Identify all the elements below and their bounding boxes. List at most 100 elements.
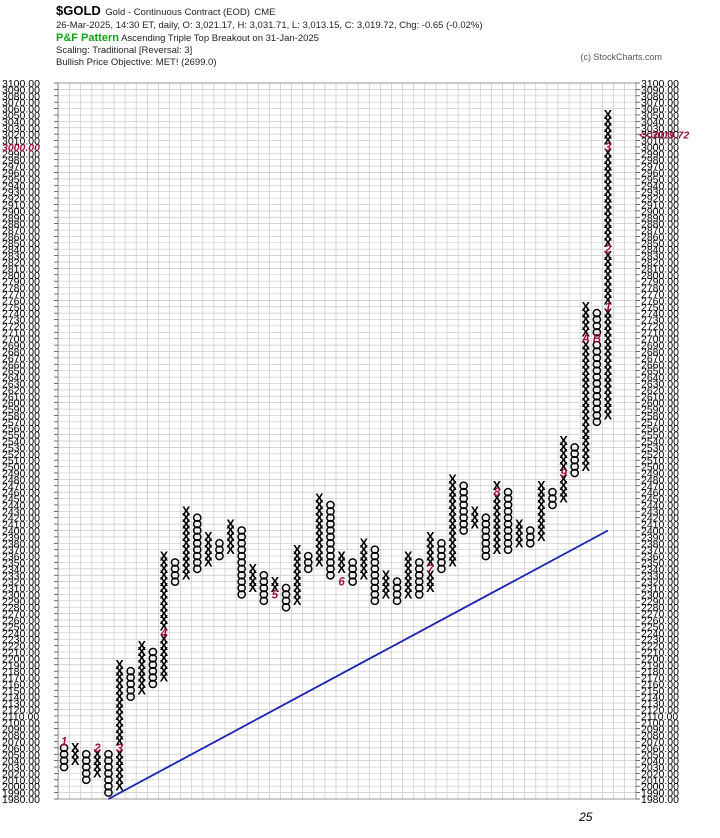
pnf-o-box — [148, 654, 158, 663]
y-tick-label-right: 2910.00 — [641, 199, 679, 211]
pnf-o-box — [459, 526, 468, 535]
pnf-o-box — [481, 551, 491, 561]
y-tick-label-left: 2950.00 — [2, 174, 40, 186]
pnf-x-box: X — [604, 294, 613, 308]
y-tick-label-right: 2340.00 — [641, 564, 679, 576]
pnf-x-box: X — [315, 517, 324, 531]
y-tick-label-left: 2530.00 — [2, 442, 40, 454]
y-tick-label-right: 2140.00 — [641, 692, 679, 704]
pnf-x-box: X — [315, 505, 324, 519]
pnf-x-box: X — [293, 549, 302, 563]
pattern-text: Ascending Triple Top Breakout on 31-Jan-… — [121, 33, 319, 44]
pnf-x-box: X — [582, 402, 591, 416]
pnf-x-box: X — [604, 153, 613, 167]
pnf-o-box — [348, 570, 357, 580]
y-tick-label-right: 2940.00 — [641, 180, 679, 192]
pnf-x-box: X — [604, 319, 613, 333]
pnf-o-box — [192, 558, 202, 567]
pnf-o-box — [459, 513, 468, 523]
y-tick-label-left: 2520.00 — [2, 449, 40, 461]
pnf-x-box: X — [160, 588, 169, 602]
y-tick-label-left: 2280.00 — [2, 602, 40, 614]
y-tick-label-left: 2070.00 — [2, 736, 40, 748]
pnf-x-box: X — [360, 549, 369, 563]
pnf-x-box: X — [582, 370, 591, 384]
y-tick-label-left: 2510.00 — [2, 455, 40, 467]
y-tick-label-right: 2320.00 — [641, 577, 679, 589]
y-tick-label-left: 2370.00 — [2, 545, 40, 557]
pnf-x-box: X — [115, 696, 124, 710]
pnf-x-box: X — [493, 505, 502, 519]
y-tick-label-left: 2710.00 — [2, 327, 40, 339]
y-tick-label-right: 2560.00 — [641, 423, 679, 435]
pnf-x-box: X — [182, 556, 191, 570]
pnf-o-box — [570, 468, 580, 478]
y-tick-label-right: 2220.00 — [641, 641, 679, 653]
y-tick-label-left: 2100.00 — [2, 717, 40, 729]
pnf-o-box — [503, 545, 513, 555]
pnf-x-box: X — [426, 530, 435, 544]
pnf-x-box: X — [293, 594, 302, 608]
pnf-o-box — [592, 417, 602, 427]
pnf-x-box: X — [138, 671, 147, 685]
pnf-x-box: X — [360, 543, 369, 557]
pnf-o-box — [326, 538, 335, 548]
y-tick-label-right: 2710.00 — [641, 327, 679, 339]
y-tick-label-right: 2800.00 — [641, 270, 679, 282]
pnf-o-box — [592, 404, 602, 414]
pnf-o-box — [481, 545, 491, 555]
pnf-o-box — [459, 500, 468, 510]
y-tick-label-left: 2400.00 — [2, 526, 40, 538]
pnf-x-box: X — [115, 658, 124, 672]
pnf-x-box: X — [559, 434, 568, 448]
y-tick-label-left: 2440.00 — [2, 500, 40, 512]
pnf-x-box: X — [360, 562, 369, 576]
pnf-o-box — [414, 577, 424, 586]
pnf-x-box: X — [182, 517, 191, 531]
pnf-x-box: X — [448, 556, 457, 570]
pnf-x-box: X — [582, 421, 591, 435]
pnf-x-box: X — [604, 230, 613, 244]
pnf-x-box: X — [115, 709, 124, 723]
y-tick-label-left: 2800.00 — [2, 270, 40, 282]
y-tick-label-left: 2460.00 — [2, 487, 40, 499]
y-tick-label-left: 2970.00 — [2, 161, 40, 173]
y-tick-label-left: 2960.00 — [2, 168, 40, 180]
pnf-x-box: X — [315, 530, 324, 544]
pnf-o-box — [570, 449, 580, 459]
pnf-x-box: X — [471, 511, 480, 525]
pnf-o-box — [414, 558, 424, 567]
y-tick-label-right: 2410.00 — [641, 519, 679, 531]
copyright-credit: (c) StockCharts.com — [580, 52, 662, 62]
y-tick-label-left: 2930.00 — [2, 187, 40, 199]
pnf-o-box — [503, 532, 513, 542]
pnf-o-box — [503, 526, 513, 535]
pnf-o-box — [148, 647, 158, 657]
y-tick-label-left: 2260.00 — [2, 615, 40, 627]
y-tick-label-right: 2050.00 — [641, 749, 679, 761]
pnf-x-box: X — [115, 690, 124, 704]
y-tick-label-left: 2030.00 — [2, 762, 40, 774]
pnf-o-box — [170, 558, 180, 567]
y-tick-label-right: 2070.00 — [641, 736, 679, 748]
month-marker: 4 — [160, 628, 168, 640]
pnf-x-box: X — [493, 492, 502, 506]
pnf-x-box: X — [115, 779, 124, 793]
pnf-x-box: X — [582, 319, 591, 333]
pnf-x-box: X — [537, 505, 546, 519]
y-tick-label-left: 2980.00 — [2, 155, 40, 167]
y-tick-label-left: 2490.00 — [2, 468, 40, 480]
y-tick-label-right: 2460.00 — [641, 487, 679, 499]
y-tick-label-right: 2370.00 — [641, 545, 679, 557]
pnf-o-box — [148, 660, 158, 670]
y-tick-label-right: 2670.00 — [641, 353, 679, 365]
y-tick-label-left: 2760.00 — [2, 295, 40, 307]
y-tick-label-right: 2490.00 — [641, 468, 679, 480]
pnf-o-box — [437, 551, 446, 561]
y-tick-label-left: 2380.00 — [2, 538, 40, 550]
pnf-x-box: X — [604, 198, 613, 212]
pnf-o-box — [281, 602, 291, 612]
pnf-x-box: X — [559, 479, 568, 493]
pnf-o-box — [81, 775, 91, 785]
y-tick-label-left: 2120.00 — [2, 705, 40, 717]
